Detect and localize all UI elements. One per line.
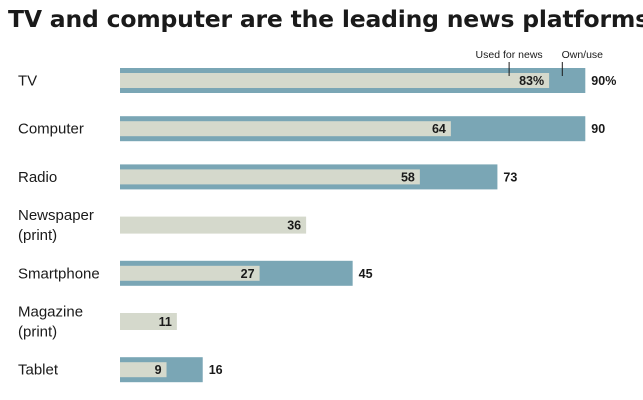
bar-used-for-news-computer — [120, 121, 451, 137]
bar-used-for-news-tablet — [120, 362, 167, 378]
label-used-for-news-radio: 58 — [401, 170, 415, 184]
label-own-use-tv: 90% — [591, 74, 616, 88]
label-own-use-smartphone: 45 — [359, 267, 373, 281]
legend-own-use: Own/use — [562, 49, 604, 61]
label-used-for-news-tablet: 9 — [155, 363, 162, 377]
category-label-computer: Computer — [18, 121, 84, 138]
label-used-for-news-magazine: 11 — [159, 315, 172, 329]
category-label-newspaper: Newspaper (print) — [18, 207, 94, 244]
chart-title: TV and computer are the leading news pla… — [8, 5, 643, 33]
category-label-tv: TV — [18, 73, 37, 90]
category-label-magazine: Magazine (print) — [18, 304, 83, 341]
label-used-for-news-computer: 64 — [432, 122, 446, 136]
label-used-for-news-newspaper: 36 — [287, 219, 301, 233]
legend-used-for-news: Used for news — [476, 49, 543, 61]
label-own-use-computer: 90 — [591, 122, 605, 136]
label-own-use-radio: 73 — [503, 170, 517, 184]
label-used-for-news-tv: 83% — [519, 74, 544, 88]
category-label-tablet: Tablet — [18, 362, 59, 379]
category-label-smartphone: Smartphone — [18, 265, 100, 282]
bar-used-for-news-radio — [120, 169, 420, 185]
bar-used-for-news-magazine — [120, 313, 177, 330]
label-own-use-tablet: 16 — [209, 363, 223, 377]
bar-used-for-news-newspaper — [120, 216, 307, 234]
label-used-for-news-smartphone: 27 — [241, 267, 255, 281]
bar-used-for-news-smartphone — [120, 265, 260, 281]
bar-used-for-news-tv — [120, 73, 550, 88]
category-label-radio: Radio — [18, 169, 57, 186]
